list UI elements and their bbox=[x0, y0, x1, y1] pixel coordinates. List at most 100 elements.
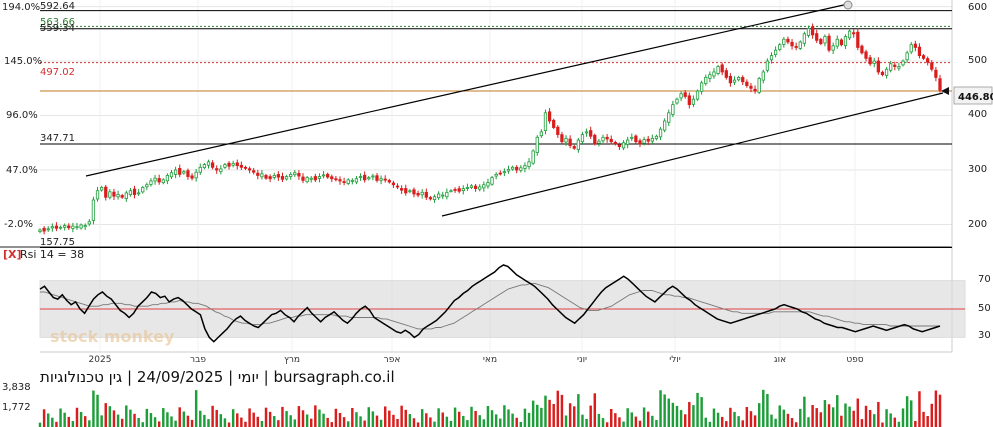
rsi-close-button[interactable]: [X] bbox=[3, 248, 22, 261]
volume-bar bbox=[383, 406, 387, 427]
candle-body bbox=[642, 139, 646, 144]
level-label-559: 559.34 bbox=[40, 23, 75, 34]
volume-bar bbox=[696, 392, 699, 427]
volume-tick-3838: 3,838 bbox=[2, 382, 31, 393]
volume-bar bbox=[248, 408, 251, 427]
volume-bar bbox=[59, 408, 62, 427]
candle-body bbox=[190, 175, 194, 179]
candle-body bbox=[132, 188, 137, 195]
candle-body bbox=[856, 31, 860, 48]
current-price-arrow bbox=[941, 87, 949, 95]
candle-body bbox=[408, 190, 412, 193]
volume-bar bbox=[330, 422, 334, 427]
month-label-3: אפר bbox=[384, 355, 401, 365]
volume-bar bbox=[589, 405, 592, 427]
candle-body bbox=[884, 68, 889, 76]
volume-bar bbox=[507, 409, 510, 427]
volume-bar bbox=[868, 409, 872, 427]
candle-body bbox=[206, 161, 211, 166]
candle-body bbox=[87, 221, 91, 225]
level-label-563: 563.66 bbox=[40, 17, 75, 28]
volume-bar bbox=[162, 408, 165, 427]
volume-bar bbox=[626, 408, 629, 427]
candle-body bbox=[745, 81, 749, 86]
volume-bar bbox=[211, 405, 214, 427]
volume-bar bbox=[379, 419, 383, 427]
candle-body bbox=[547, 111, 552, 122]
candle-body bbox=[486, 182, 490, 187]
candle-body bbox=[576, 139, 580, 150]
volume-bar bbox=[149, 413, 153, 427]
candle-body bbox=[71, 225, 75, 229]
volume-bar bbox=[877, 401, 880, 427]
volume-bar bbox=[819, 412, 823, 427]
rsi-header[interactable]: [X] Rsi 14 = 38 bbox=[3, 248, 84, 261]
candle-body bbox=[769, 55, 774, 61]
volume-bar bbox=[905, 396, 909, 427]
volume-bar bbox=[794, 422, 798, 427]
candle-body bbox=[38, 229, 42, 232]
candle-body bbox=[786, 38, 790, 43]
candle-body bbox=[741, 77, 745, 83]
volume-bar bbox=[388, 410, 391, 427]
volume-bar bbox=[671, 402, 675, 427]
candle-body bbox=[605, 136, 609, 140]
price-tick-500: 500 bbox=[968, 55, 987, 66]
trend-channel bbox=[85, 0, 944, 217]
volume-bar bbox=[618, 417, 621, 427]
volume-bar bbox=[918, 391, 921, 427]
candle-body bbox=[695, 90, 700, 100]
candle-body bbox=[161, 179, 165, 184]
pct-tick-145: 145.0% bbox=[4, 56, 42, 67]
volume-bar bbox=[145, 408, 149, 427]
volume-bar bbox=[338, 412, 342, 427]
volume-bar bbox=[889, 413, 892, 427]
candle-body bbox=[621, 142, 626, 149]
volume-bar bbox=[141, 422, 144, 427]
candle-body bbox=[753, 88, 757, 92]
volume-bar bbox=[486, 406, 490, 427]
candle-body bbox=[95, 190, 100, 200]
candle-body bbox=[868, 57, 872, 65]
candle-body bbox=[527, 161, 531, 168]
channel-handle[interactable] bbox=[843, 0, 853, 10]
candle-body bbox=[75, 226, 79, 229]
price-level-lines bbox=[40, 10, 952, 249]
candle-body bbox=[880, 71, 885, 76]
candle-body bbox=[54, 225, 59, 229]
volume-bar bbox=[178, 407, 181, 427]
candle-body bbox=[687, 95, 691, 106]
candle-body bbox=[712, 71, 716, 77]
volume-bar bbox=[277, 420, 280, 427]
candle-body bbox=[535, 136, 539, 153]
volume-bar bbox=[655, 419, 658, 427]
candle-body bbox=[42, 227, 46, 232]
candle-body bbox=[790, 41, 794, 47]
volume-bar bbox=[400, 405, 403, 427]
candle-body bbox=[601, 136, 605, 142]
volume-bar bbox=[790, 418, 794, 427]
volume-bar bbox=[153, 417, 157, 427]
price-tick-200: 200 bbox=[968, 219, 987, 230]
candle-body bbox=[531, 150, 535, 164]
volume-bar bbox=[203, 414, 206, 427]
volume-bar bbox=[223, 418, 227, 427]
candle-body bbox=[395, 185, 400, 188]
candle-body bbox=[247, 168, 252, 171]
candle-body bbox=[757, 78, 761, 93]
volume-bar bbox=[240, 417, 243, 427]
volume-bar bbox=[523, 408, 527, 427]
candle-body bbox=[346, 179, 350, 184]
candle-body bbox=[100, 187, 104, 191]
candle-body bbox=[716, 66, 720, 74]
candle-body bbox=[157, 178, 161, 183]
candle-body bbox=[186, 170, 190, 177]
candle-body bbox=[412, 189, 416, 195]
volume-bar bbox=[482, 419, 486, 427]
candle-body bbox=[724, 70, 728, 78]
candle-body bbox=[358, 176, 363, 178]
candle-body bbox=[108, 191, 112, 198]
candle-body bbox=[679, 93, 683, 99]
candle-body bbox=[473, 185, 478, 189]
candle-body bbox=[831, 45, 835, 51]
